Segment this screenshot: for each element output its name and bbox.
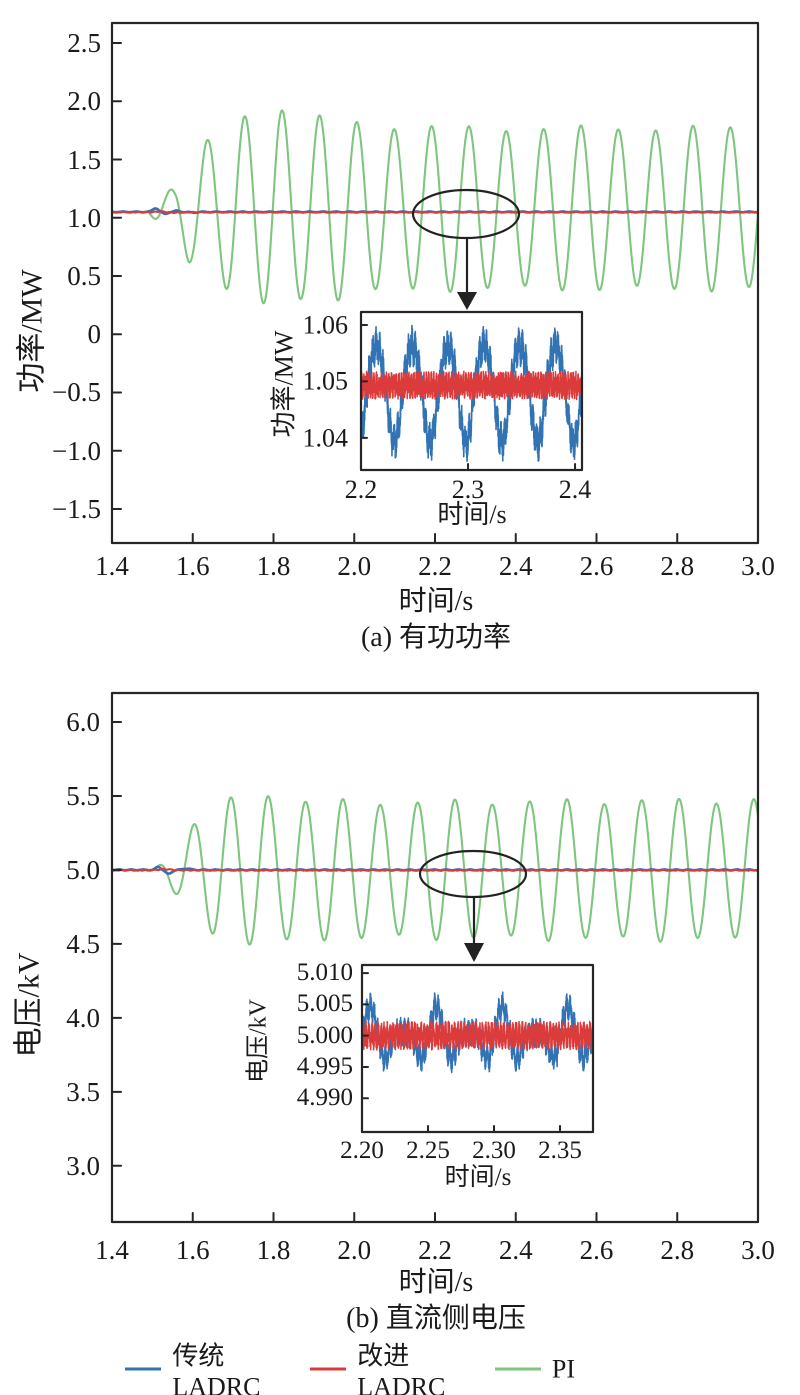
voltage-x-axis-label: 时间/s xyxy=(398,1267,474,1298)
x-tick-label: 2.0 xyxy=(337,551,372,581)
power-inset-y-axis-label: 功率/MW xyxy=(269,330,299,438)
x-tick-label: 2.0 xyxy=(337,1235,372,1265)
y-tick-label: 1.0 xyxy=(67,202,101,233)
y-tick-label: 5.5 xyxy=(66,780,100,811)
x-tick-label: 2.2 xyxy=(418,1235,452,1265)
inset-y-tick-label: 5.005 xyxy=(296,990,353,1018)
inset-x-tick-label: 2.20 xyxy=(340,1137,384,1164)
y-tick-label: −1.0 xyxy=(52,435,101,466)
inset-x-tick-label: 2.3 xyxy=(451,475,485,504)
y-tick-label: 4.0 xyxy=(66,1002,100,1033)
inset-x-tick-label: 2.4 xyxy=(558,475,592,504)
legend-item-traditional-ladrc: 传统LADRC xyxy=(125,1336,283,1395)
inset-y-tick-label: 1.06 xyxy=(302,310,349,340)
y-tick-label: 3.5 xyxy=(66,1076,100,1107)
x-tick-label: 1.6 xyxy=(175,1235,210,1265)
x-tick-label: 1.4 xyxy=(95,551,129,581)
x-tick-label: 1.4 xyxy=(95,1235,129,1265)
inset-y-tick-label: 4.990 xyxy=(296,1084,353,1112)
inset-y-tick-label: 5.000 xyxy=(296,1021,353,1049)
inset-x-tick-label: 2.35 xyxy=(538,1137,582,1164)
y-tick-label: −1.5 xyxy=(52,493,101,524)
y-tick-label: 0 xyxy=(87,319,102,350)
legend: 传统LADRC 改进LADRC PI xyxy=(125,1336,575,1395)
y-tick-label: 2.5 xyxy=(67,27,101,58)
inset-y-tick-label: 1.05 xyxy=(302,366,349,396)
x-tick-label: 2.4 xyxy=(498,1235,533,1265)
power-inset-x-axis-label: 时间/s xyxy=(437,500,507,529)
pi-line-swatch xyxy=(494,1367,541,1371)
inset-x-tick-label: 2.25 xyxy=(406,1137,450,1164)
y-tick-label: 2.0 xyxy=(67,86,101,117)
voltage-inset-x-axis-label: 时间/s xyxy=(444,1164,512,1191)
x-tick-label: 1.8 xyxy=(256,551,291,581)
power-x-axis-label: 时间/s xyxy=(398,586,474,617)
improved-ladrc-line-swatch xyxy=(309,1367,347,1371)
legend-item-pi: PI xyxy=(494,1354,575,1384)
x-tick-label: 2.8 xyxy=(660,1235,695,1265)
caption-panel-b: (b) 直流侧电压 xyxy=(346,1303,526,1334)
y-tick-label: 6.0 xyxy=(66,706,100,737)
y-tick-label: 0.5 xyxy=(67,260,101,291)
x-tick-label: 2.4 xyxy=(498,551,533,581)
voltage-inset-y-axis-label: 电压/kV xyxy=(245,999,272,1083)
x-tick-label: 2.6 xyxy=(579,1235,614,1265)
y-tick-label: 4.5 xyxy=(66,928,100,959)
voltage-y-axis-label: 电压/kV xyxy=(12,952,46,1058)
y-tick-label: 1.5 xyxy=(67,144,101,175)
legend-label-pi: PI xyxy=(551,1354,575,1383)
x-tick-label: 2.2 xyxy=(418,551,452,581)
inset-x-tick-label: 2.2 xyxy=(344,475,378,504)
x-tick-label: 2.8 xyxy=(660,551,695,581)
traditional-ladrc-line-swatch xyxy=(125,1367,162,1371)
y-tick-label: 5.0 xyxy=(66,854,100,885)
legend-item-improved-ladrc: 改进LADRC xyxy=(309,1336,468,1395)
x-tick-label: 1.8 xyxy=(256,1235,291,1265)
x-tick-label: 1.6 xyxy=(175,551,210,581)
inset-y-tick-label: 1.04 xyxy=(302,423,349,453)
x-tick-label: 2.6 xyxy=(579,551,614,581)
legend-label-traditional-ladrc: 传统LADRC xyxy=(172,1341,261,1395)
y-tick-label: −0.5 xyxy=(52,377,101,408)
inset-y-tick-label: 4.995 xyxy=(296,1052,353,1080)
inset-x-tick-label: 2.30 xyxy=(472,1137,516,1164)
legend-label-improved-ladrc: 改进LADRC xyxy=(357,1341,446,1395)
x-tick-label: 3.0 xyxy=(741,551,775,581)
caption-panel-a: (a) 有功功率 xyxy=(360,622,512,653)
x-tick-label: 3.0 xyxy=(741,1235,775,1265)
inset-y-tick-label: 5.010 xyxy=(296,959,353,986)
y-tick-label: 3.0 xyxy=(66,1150,100,1181)
power-y-axis-label: 功率/MW xyxy=(15,269,49,393)
